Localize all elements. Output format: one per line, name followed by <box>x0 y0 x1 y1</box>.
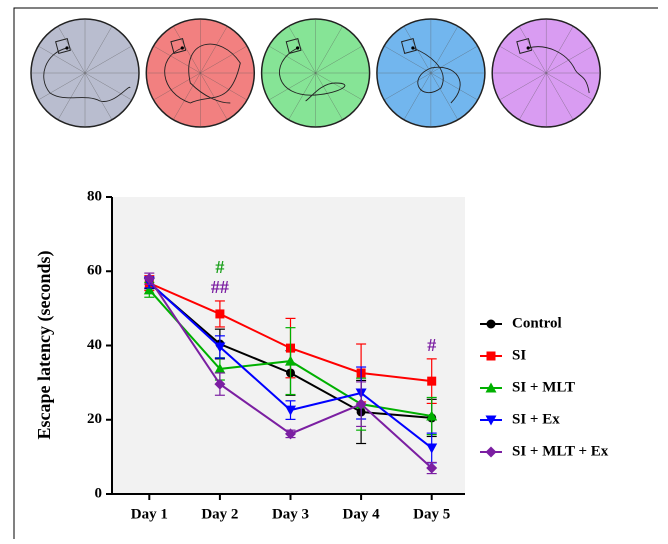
legend-label: SI <box>512 347 526 363</box>
x-tick-label: Day 1 <box>131 506 168 522</box>
start-dot <box>65 46 68 49</box>
y-tick-label: 40 <box>87 337 102 353</box>
point <box>427 377 436 386</box>
legend-label: SI + MLT <box>512 379 575 395</box>
point <box>487 352 496 361</box>
y-tick-label: 0 <box>95 485 103 501</box>
start-dot <box>527 46 530 49</box>
legend-label: SI + Ex <box>512 411 560 427</box>
start-dot <box>411 46 414 49</box>
y-tick-label: 20 <box>87 411 102 427</box>
point <box>487 320 496 329</box>
pool <box>146 19 254 127</box>
start-dot <box>296 46 299 49</box>
y-axis-label: Escape latency (seconds) <box>34 251 55 440</box>
legend-label: SI + MLT + Ex <box>512 443 609 459</box>
y-tick-label: 60 <box>87 263 102 279</box>
pool <box>262 19 370 127</box>
point <box>215 309 224 318</box>
pool <box>492 19 600 127</box>
y-tick-label: 80 <box>87 188 102 204</box>
x-tick-label: Day 3 <box>272 506 309 522</box>
x-tick-label: Day 2 <box>201 506 238 522</box>
annotation: # <box>427 335 436 355</box>
pool <box>377 19 485 127</box>
annotation: ## <box>211 277 229 297</box>
legend-label: Control <box>512 315 562 331</box>
pool <box>31 19 139 127</box>
x-tick-label: Day 5 <box>413 506 450 522</box>
figure: Escape latency (seconds) 0 20 40 60 80 Day 1 D… <box>0 0 668 539</box>
start-dot <box>181 46 184 49</box>
pool-images <box>31 19 600 127</box>
annotation: # <box>215 257 224 277</box>
x-tick-label: Day 4 <box>343 506 381 522</box>
point <box>486 447 497 458</box>
